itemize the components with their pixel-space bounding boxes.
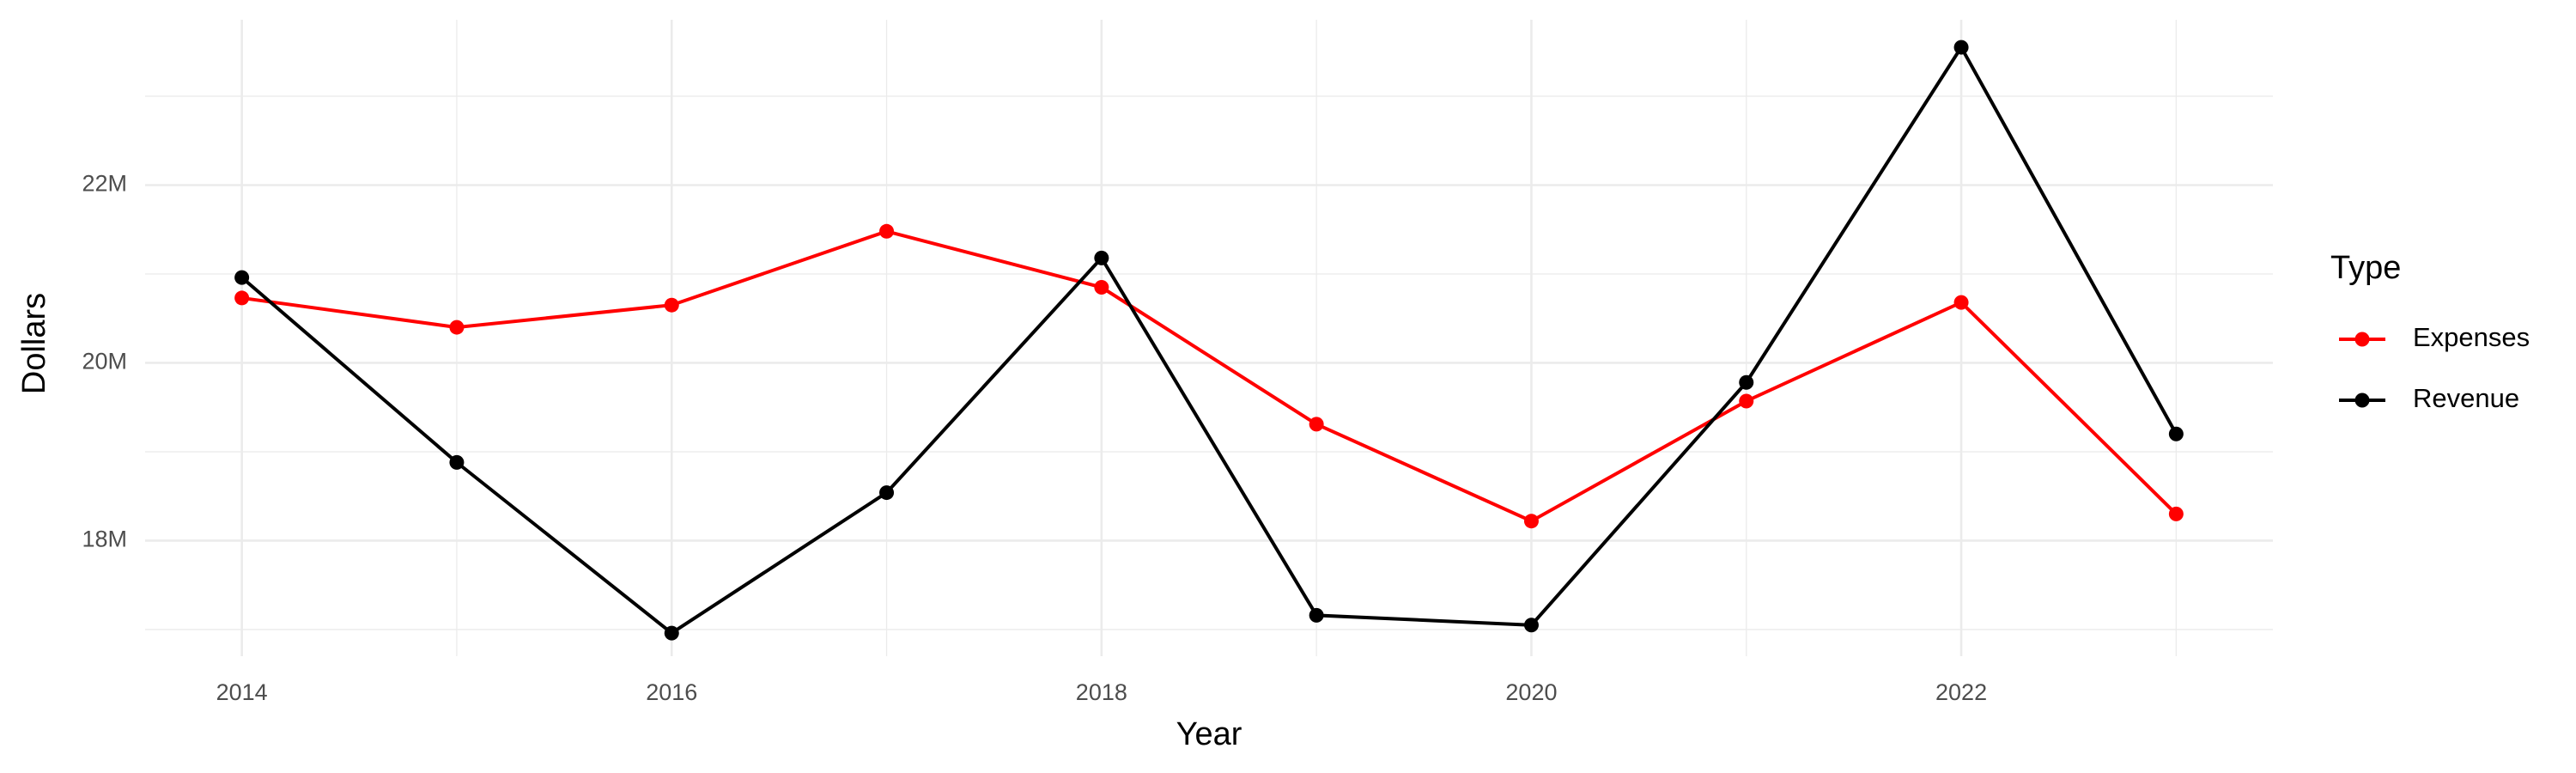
legend-title: Type bbox=[2330, 250, 2401, 286]
x-tick-label: 2020 bbox=[1505, 679, 1557, 705]
y-axis-title: Dollars bbox=[16, 293, 52, 394]
data-point bbox=[1953, 40, 1969, 55]
y-tick-label: 18M bbox=[82, 526, 127, 552]
data-point bbox=[1309, 417, 1324, 432]
data-point bbox=[1739, 393, 1754, 409]
data-point bbox=[1523, 514, 1539, 529]
legend-key-point bbox=[2354, 393, 2370, 408]
data-point bbox=[234, 290, 250, 306]
x-tick-label: 2022 bbox=[1935, 679, 1987, 705]
data-point bbox=[1094, 250, 1109, 265]
data-point bbox=[449, 320, 465, 335]
legend-label: Revenue bbox=[2413, 383, 2519, 413]
x-tick-label: 2018 bbox=[1076, 679, 1127, 705]
data-point bbox=[1094, 280, 1109, 295]
series-line bbox=[241, 229, 2178, 523]
x-tick-label: 2014 bbox=[216, 679, 268, 705]
grid bbox=[145, 20, 2273, 656]
x-axis-title: Year bbox=[1176, 716, 1242, 752]
data-point bbox=[664, 625, 679, 641]
y-tick-label: 22M bbox=[82, 171, 127, 197]
data-point bbox=[2168, 426, 2184, 441]
x-tick-label: 2016 bbox=[646, 679, 697, 705]
legend-label: Expenses bbox=[2413, 322, 2530, 352]
data-point bbox=[1523, 618, 1539, 633]
data-point bbox=[879, 485, 895, 501]
y-tick-label: 20M bbox=[82, 349, 127, 374]
data-point bbox=[449, 454, 465, 470]
data-point bbox=[2168, 506, 2184, 521]
data-point bbox=[1953, 295, 1969, 310]
data-point bbox=[664, 297, 679, 313]
data-point bbox=[879, 223, 895, 239]
data-point bbox=[1739, 374, 1754, 390]
data-point bbox=[234, 270, 250, 285]
series-line bbox=[240, 44, 2178, 636]
legend-key-point bbox=[2354, 332, 2370, 347]
data-point bbox=[1309, 607, 1324, 623]
